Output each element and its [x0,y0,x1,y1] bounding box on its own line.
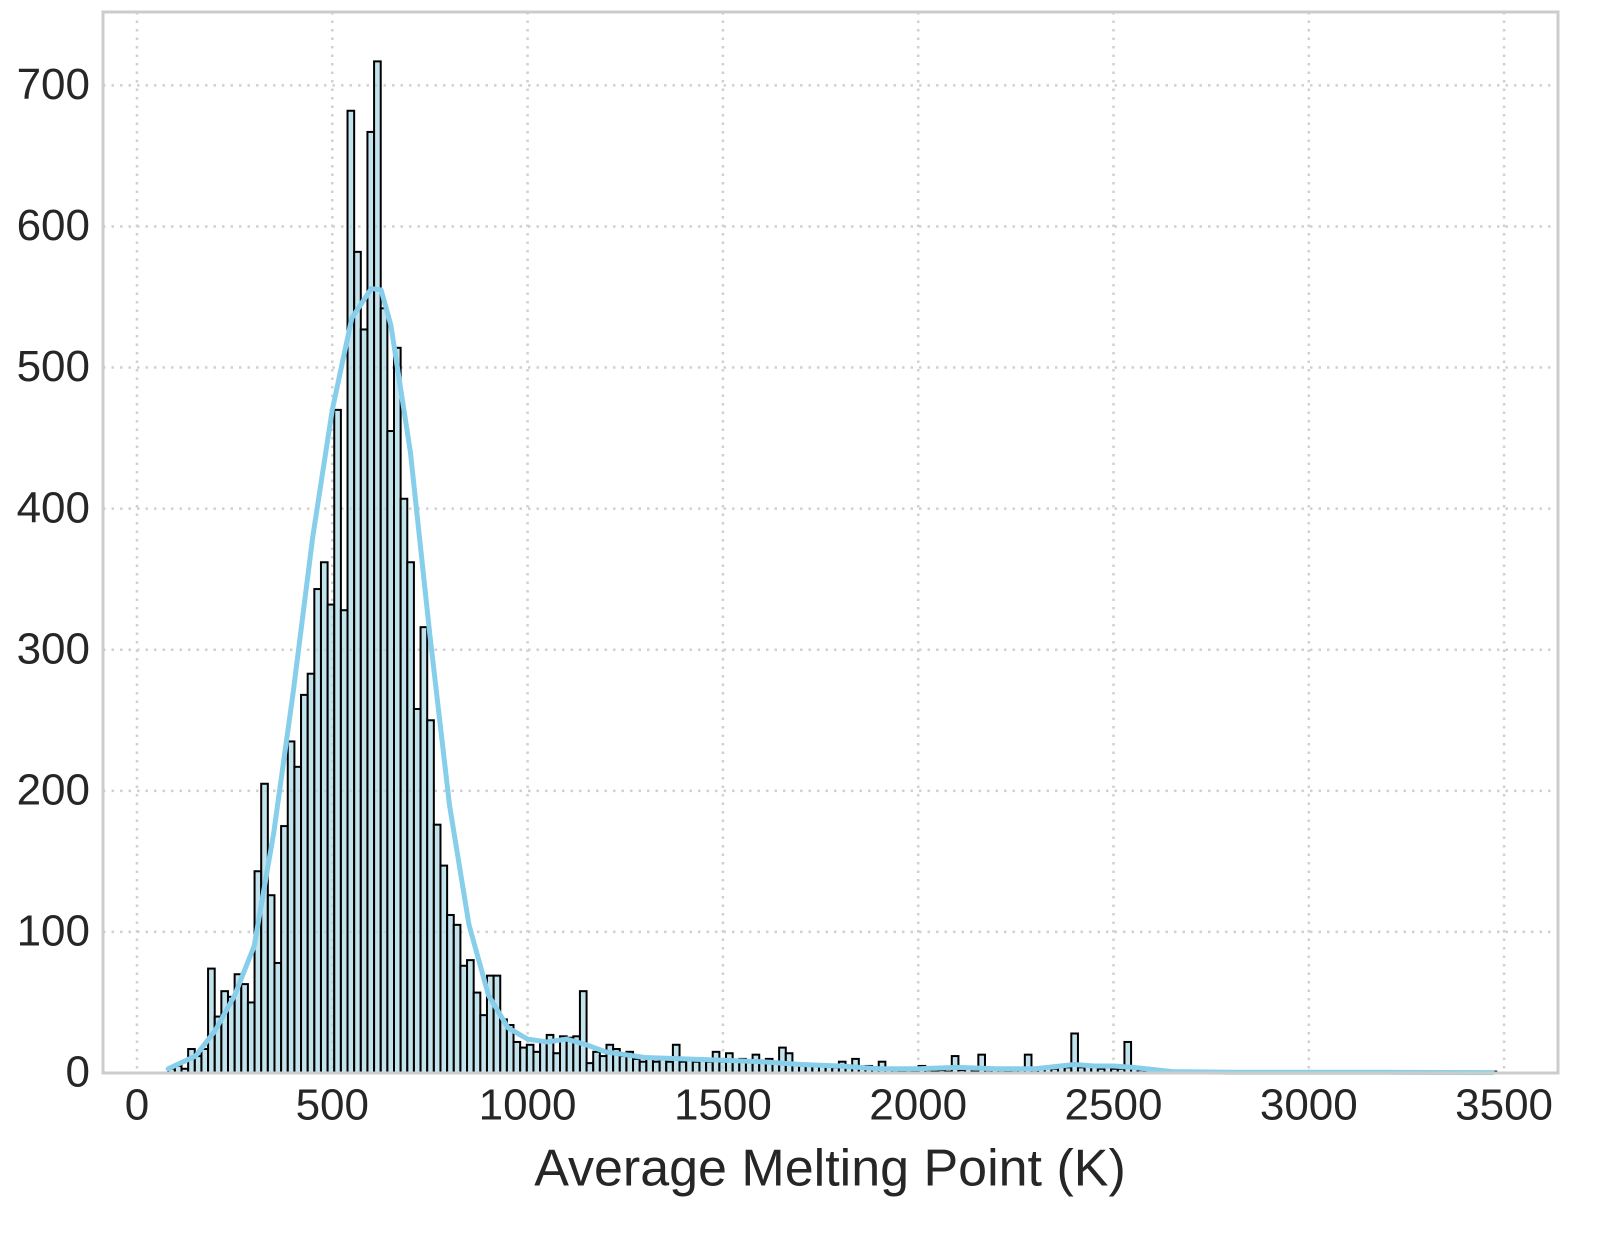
y-tick-label: 200 [17,765,90,814]
x-tick-label: 1000 [479,1081,577,1130]
ticks: 0 500 1000 1500 2000 2500 3000 3500 0 100 200 300 40… [17,60,1553,1130]
histogram-bar [578,990,588,1074]
y-tick-label: 300 [17,624,90,673]
x-tick-label: 3000 [1260,1081,1358,1130]
x-tick-label: 3500 [1455,1081,1553,1130]
bars [167,60,1498,1075]
y-tick-label: 400 [17,483,90,532]
x-tick-label: 2500 [1065,1081,1163,1130]
kde-line [165,286,1495,1076]
y-tick-label: 0 [66,1048,90,1097]
x-tick-label: 1500 [674,1081,772,1130]
y-tick-label: 700 [17,60,90,109]
x-tick-label: 0 [125,1081,149,1130]
y-tick-label: 600 [17,201,90,250]
plot-frame [101,10,1560,1075]
x-tick-label: 2000 [869,1081,967,1130]
kde [165,286,1495,1076]
x-axis-label: Average Melting Point (K) [534,1140,1126,1198]
y-tick-label: 500 [17,342,90,391]
y-tick-label: 100 [17,907,90,956]
x-tick-label: 500 [296,1081,369,1130]
